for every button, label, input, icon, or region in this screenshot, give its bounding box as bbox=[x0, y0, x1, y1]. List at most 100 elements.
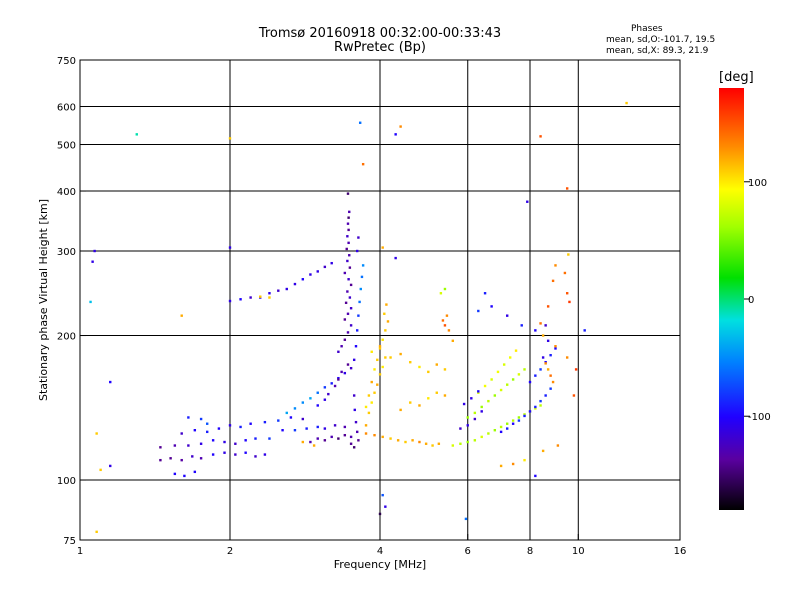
data-point bbox=[459, 427, 462, 430]
data-point bbox=[333, 384, 337, 388]
data-point bbox=[373, 391, 376, 394]
data-point bbox=[254, 455, 257, 458]
data-point bbox=[337, 437, 340, 440]
data-point bbox=[159, 446, 162, 449]
data-point bbox=[490, 378, 493, 381]
data-point bbox=[574, 368, 578, 371]
data-point bbox=[505, 314, 509, 317]
data-point bbox=[285, 287, 288, 291]
data-point bbox=[343, 338, 347, 341]
data-point bbox=[239, 425, 242, 429]
data-point bbox=[514, 349, 518, 352]
data-point bbox=[389, 356, 392, 359]
data-point bbox=[360, 275, 364, 279]
data-point bbox=[312, 444, 316, 447]
data-point bbox=[502, 363, 506, 366]
data-point bbox=[427, 397, 430, 400]
data-point bbox=[477, 391, 480, 394]
data-point bbox=[159, 458, 162, 462]
data-point bbox=[539, 135, 542, 138]
data-point bbox=[301, 440, 305, 444]
data-point bbox=[499, 388, 503, 392]
phases-x-mode-stats: mean, sd,X: 89.3, 21.9 bbox=[606, 46, 709, 56]
data-point bbox=[443, 368, 447, 371]
data-point bbox=[462, 402, 466, 406]
data-point bbox=[228, 246, 232, 249]
phases-o-mode-stats: mean, sd,O:-101.7, 19.5 bbox=[606, 35, 716, 45]
data-point bbox=[259, 295, 262, 298]
data-point bbox=[470, 397, 473, 400]
data-point bbox=[572, 394, 576, 397]
data-point bbox=[554, 264, 557, 267]
data-point bbox=[357, 236, 360, 239]
data-point bbox=[327, 392, 330, 396]
x-tick-label: 1 bbox=[77, 546, 83, 557]
data-point bbox=[378, 512, 382, 516]
data-point bbox=[383, 312, 386, 315]
data-point bbox=[337, 350, 340, 353]
data-point bbox=[337, 376, 340, 380]
data-point bbox=[349, 442, 353, 445]
data-point bbox=[473, 417, 477, 421]
data-point bbox=[384, 356, 387, 359]
y-tick-label: 300 bbox=[57, 247, 76, 258]
data-point bbox=[376, 383, 379, 386]
data-point bbox=[399, 125, 402, 128]
data-point bbox=[193, 470, 197, 474]
data-point bbox=[565, 187, 569, 190]
data-point bbox=[528, 410, 532, 413]
data-point bbox=[346, 222, 350, 225]
data-point bbox=[93, 249, 96, 253]
data-point bbox=[466, 416, 469, 419]
data-point bbox=[135, 133, 138, 136]
data-point bbox=[239, 298, 242, 301]
data-point bbox=[565, 292, 569, 295]
data-point bbox=[348, 254, 351, 257]
data-point bbox=[567, 253, 570, 256]
data-point bbox=[268, 437, 271, 440]
data-point bbox=[539, 368, 542, 371]
data-point bbox=[370, 350, 373, 353]
data-point bbox=[523, 458, 526, 462]
data-point bbox=[249, 422, 252, 425]
data-point bbox=[358, 300, 361, 304]
data-point bbox=[447, 329, 451, 332]
data-point bbox=[546, 368, 550, 371]
data-point bbox=[352, 358, 356, 362]
data-point bbox=[277, 419, 280, 422]
data-point bbox=[439, 292, 443, 295]
data-point bbox=[625, 101, 628, 105]
data-point bbox=[277, 289, 280, 292]
data-point bbox=[381, 493, 384, 497]
data-point bbox=[316, 270, 319, 273]
data-point bbox=[173, 444, 177, 447]
data-point bbox=[487, 399, 490, 403]
data-point bbox=[211, 439, 215, 442]
data-point bbox=[386, 320, 390, 323]
data-point bbox=[348, 266, 352, 269]
data-point bbox=[330, 435, 333, 439]
data-point bbox=[517, 419, 521, 422]
chart-title: Tromsø 20160918 00:32:00-00:33:43 bbox=[258, 26, 502, 41]
data-point bbox=[199, 417, 203, 421]
data-point bbox=[180, 432, 183, 435]
data-point bbox=[333, 424, 337, 427]
data-point bbox=[95, 432, 98, 435]
data-point bbox=[268, 296, 271, 299]
data-point bbox=[357, 314, 360, 317]
data-point bbox=[411, 439, 414, 442]
data-point bbox=[443, 394, 447, 397]
data-point bbox=[349, 283, 353, 287]
data-point bbox=[293, 429, 297, 432]
data-point bbox=[364, 424, 368, 427]
data-point bbox=[544, 362, 547, 365]
data-point bbox=[346, 331, 350, 334]
data-point bbox=[183, 474, 186, 478]
data-point bbox=[378, 373, 382, 376]
x-tick-label: 10 bbox=[572, 546, 585, 557]
data-point bbox=[173, 472, 177, 476]
data-point bbox=[349, 307, 353, 310]
data-point bbox=[309, 440, 312, 444]
data-point bbox=[499, 430, 503, 434]
